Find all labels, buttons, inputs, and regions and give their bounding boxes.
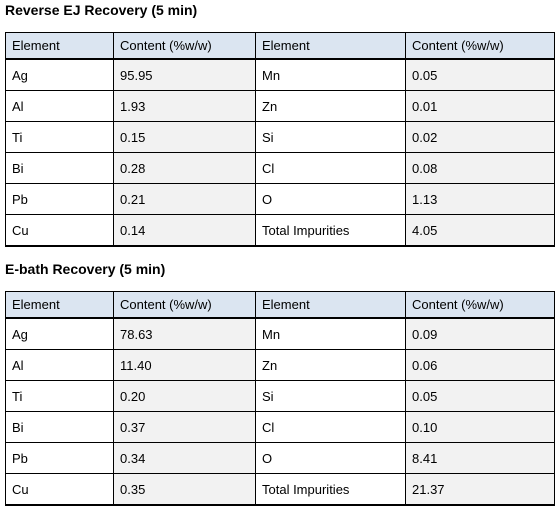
table-cell: Ti — [5, 380, 114, 412]
table-cell: 0.15 — [113, 121, 256, 153]
data-table: Element Content (%w/w) Element Content (%w/… — [5, 291, 555, 506]
table-cell: Mn — [255, 317, 406, 350]
table-cell: Bi — [5, 152, 114, 184]
table-row: Pb 0.21 O 1.13 — [5, 183, 555, 215]
table-cell: 0.09 — [405, 317, 555, 350]
table-cell: 1.93 — [113, 90, 256, 122]
table-cell: 0.37 — [113, 411, 256, 443]
table-cell: 0.02 — [405, 121, 555, 153]
table-cell: Zn — [255, 349, 406, 381]
table-row: Bi 0.37 Cl 0.10 — [5, 411, 555, 443]
table-cell: Bi — [5, 411, 114, 443]
table-cell: O — [255, 442, 406, 474]
table-row: Ti 0.15 Si 0.02 — [5, 121, 555, 153]
table-cell: Total Impurities — [255, 214, 406, 247]
header-row: Element Content (%w/w) Element Content (%w/… — [5, 291, 555, 319]
header-cell: Content (%w/w) — [405, 32, 555, 60]
table-cell: Si — [255, 121, 406, 153]
header-cell: Element — [5, 291, 114, 319]
table-cell: Cl — [255, 411, 406, 443]
table-cell: 0.01 — [405, 90, 555, 122]
table-cell: 0.14 — [113, 214, 256, 247]
section-title: E-bath Recovery (5 min) — [5, 261, 166, 277]
header-cell: Element — [5, 32, 114, 60]
table-cell: 0.06 — [405, 349, 555, 381]
table-row: Cu 0.14 Total Impurities 4.05 — [5, 214, 555, 247]
table-cell: 0.05 — [405, 380, 555, 412]
table-cell: 0.08 — [405, 152, 555, 184]
table-row: Cu 0.35 Total Impurities 21.37 — [5, 473, 555, 506]
table-row: Ti 0.20 Si 0.05 — [5, 380, 555, 412]
table-cell: Si — [255, 380, 406, 412]
table-cell: Ag — [5, 317, 114, 350]
table-cell: O — [255, 183, 406, 215]
table-cell: Ti — [5, 121, 114, 153]
table-cell: Al — [5, 349, 114, 381]
header-cell: Content (%w/w) — [405, 291, 555, 319]
table-row: Ag 78.63 Mn 0.09 — [5, 317, 555, 350]
section-title: Reverse EJ Recovery (5 min) — [5, 2, 198, 18]
data-table: Element Content (%w/w) Element Content (%w/… — [5, 32, 555, 247]
table-cell: 21.37 — [405, 473, 555, 506]
table-cell: 4.05 — [405, 214, 555, 247]
table-cell: Pb — [5, 183, 114, 215]
table-cell: Total Impurities — [255, 473, 406, 506]
table-cell: Mn — [255, 58, 406, 91]
table-row: Ag 95.95 Mn 0.05 — [5, 58, 555, 91]
table-cell: Zn — [255, 90, 406, 122]
table-row: Al 1.93 Zn 0.01 — [5, 90, 555, 122]
table-cell: 95.95 — [113, 58, 256, 91]
table-row: Pb 0.34 O 8.41 — [5, 442, 555, 474]
table-cell: 1.13 — [405, 183, 555, 215]
table-cell: Ag — [5, 58, 114, 91]
header-cell: Content (%w/w) — [113, 291, 256, 319]
header-cell: Content (%w/w) — [113, 32, 256, 60]
table-cell: 0.10 — [405, 411, 555, 443]
table-cell: 0.21 — [113, 183, 256, 215]
header-cell: Element — [255, 32, 406, 60]
table-cell: Cu — [5, 214, 114, 247]
table-row: Bi 0.28 Cl 0.08 — [5, 152, 555, 184]
table-cell: 0.20 — [113, 380, 256, 412]
table-cell: 11.40 — [113, 349, 256, 381]
header-cell: Element — [255, 291, 406, 319]
table-cell: 0.35 — [113, 473, 256, 506]
table-cell: Pb — [5, 442, 114, 474]
table-cell: 0.34 — [113, 442, 256, 474]
table-cell: Cl — [255, 152, 406, 184]
table-cell: 8.41 — [405, 442, 555, 474]
table-cell: 0.28 — [113, 152, 256, 184]
table-cell: 78.63 — [113, 317, 256, 350]
table-row: Al 11.40 Zn 0.06 — [5, 349, 555, 381]
table-cell: Al — [5, 90, 114, 122]
table-cell: 0.05 — [405, 58, 555, 91]
table-cell: Cu — [5, 473, 114, 506]
header-row: Element Content (%w/w) Element Content (%w/… — [5, 32, 555, 60]
